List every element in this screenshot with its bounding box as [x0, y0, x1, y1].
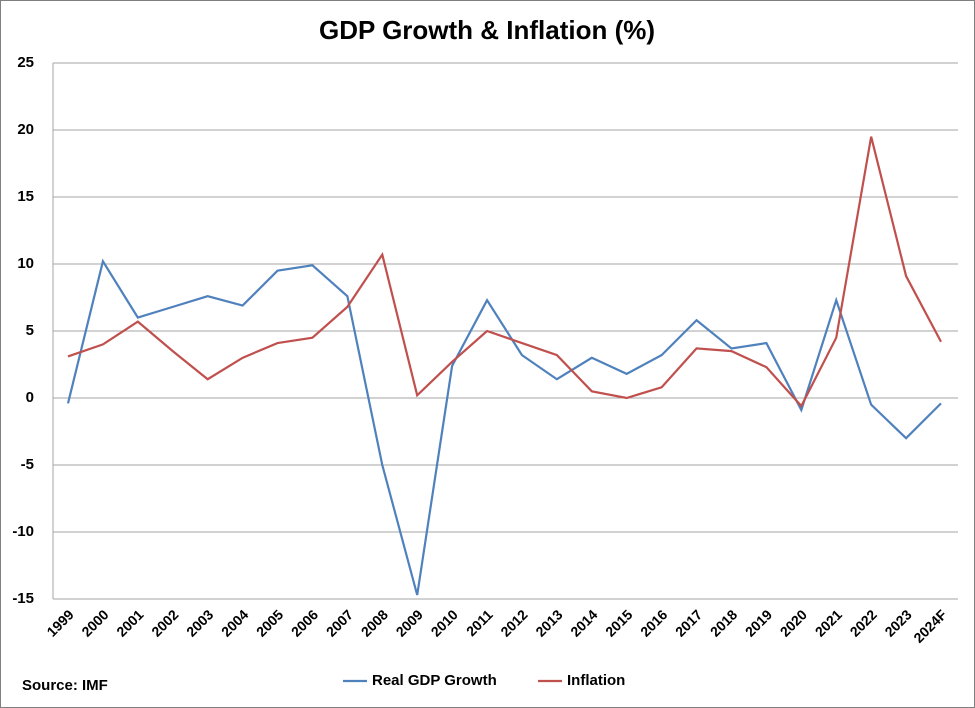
y-tick-label: -15	[12, 590, 34, 607]
source-note: Source: IMF	[22, 677, 108, 694]
y-tick-label: 15	[17, 188, 34, 205]
y-tick-label: 25	[17, 54, 34, 71]
chart-title: GDP Growth & Inflation (%)	[319, 15, 655, 45]
y-tick-label: 5	[26, 322, 34, 339]
y-tick-label: -5	[21, 456, 34, 473]
legend-label: Real GDP Growth	[372, 672, 497, 689]
series-line	[67, 136, 942, 408]
y-tick-label: 0	[26, 389, 34, 406]
y-tick-label: 10	[17, 255, 34, 272]
y-tick-label: -10	[12, 523, 34, 540]
y-tick-label: 20	[17, 121, 34, 138]
legend-label: Inflation	[567, 672, 625, 689]
